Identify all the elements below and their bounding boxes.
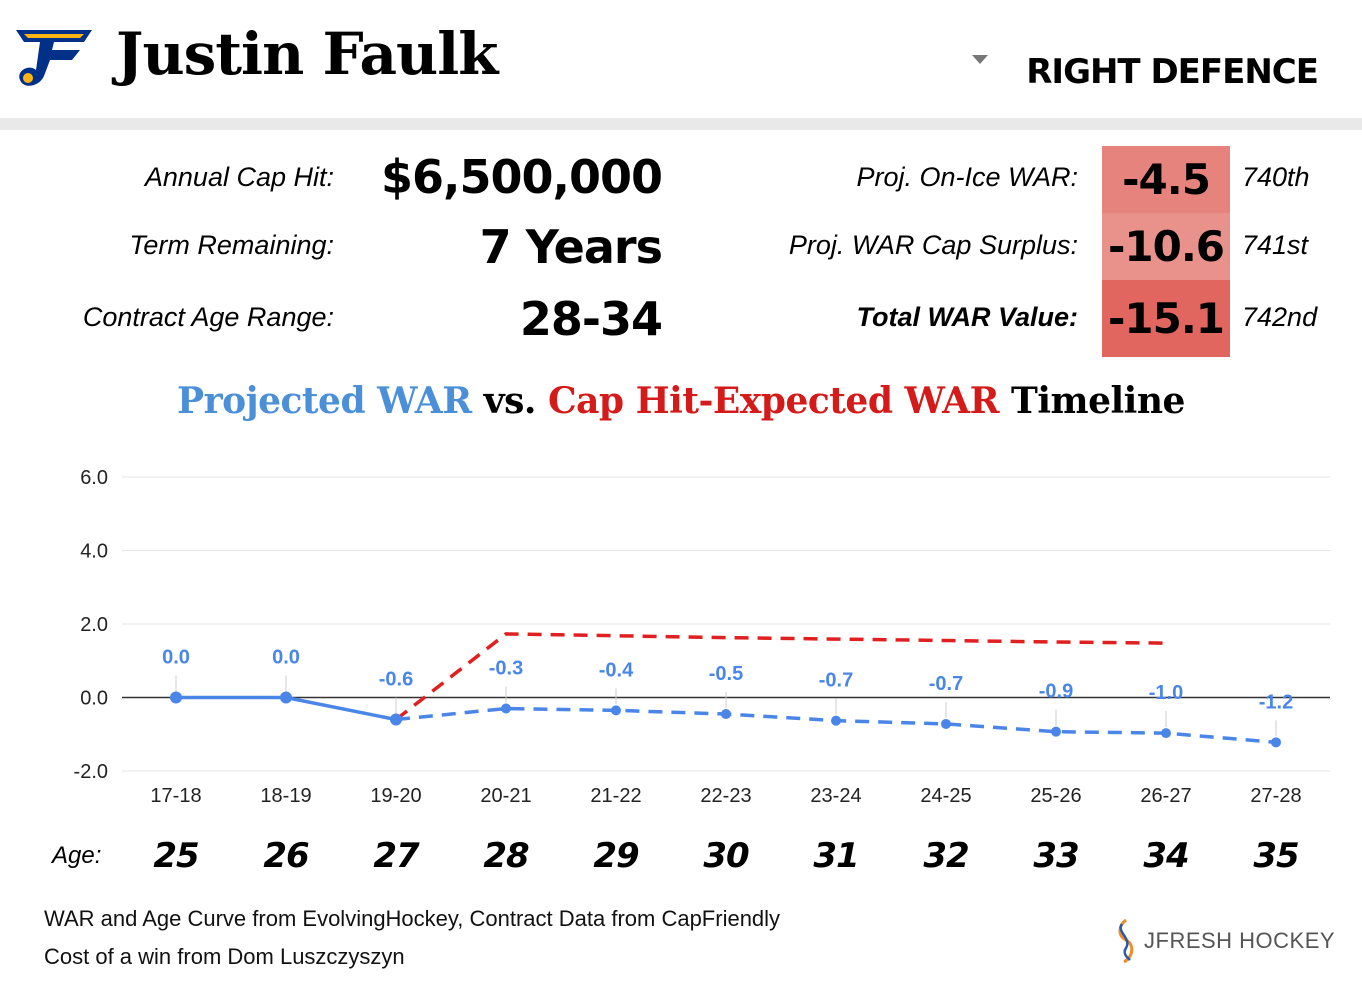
war-timeline-chart: 6.0 4.0 2.0 0.0 -2.0 17-18 18-19 19-20 20-21 21-2… <box>74 467 1330 807</box>
x-tick-label: 19-20 <box>370 785 421 807</box>
y-tick-label: 0.0 <box>80 688 108 710</box>
x-tick-label: 24-25 <box>920 785 971 807</box>
data-label: -0.9 <box>1039 681 1073 703</box>
data-label: -0.5 <box>709 663 743 685</box>
projected-war-point <box>1271 737 1281 748</box>
data-label: -0.6 <box>379 669 413 691</box>
data-label: 0.0 <box>162 647 190 669</box>
y-tick-label: -2.0 <box>74 761 108 783</box>
cap-hit-label: Annual Cap Hit: <box>144 162 334 192</box>
projected-war-point <box>390 713 402 726</box>
projected-war-point <box>1161 728 1171 739</box>
age-value: 28 <box>483 836 529 876</box>
projected-war-point <box>831 715 841 726</box>
projected-war-point <box>501 703 511 714</box>
data-label: -1.0 <box>1149 682 1183 704</box>
age-row-label: Age: <box>52 842 102 869</box>
projected-war-point <box>721 709 731 720</box>
x-tick-label: 25-26 <box>1030 785 1081 807</box>
header-divider <box>0 118 1362 130</box>
x-tick-label: 23-24 <box>810 785 861 807</box>
total-war-rank: 742nd <box>1242 302 1318 332</box>
data-label: -0.7 <box>819 670 853 692</box>
y-tick-label: 6.0 <box>80 467 108 489</box>
age-value: 31 <box>813 836 859 876</box>
chart-title-expected: Cap Hit-Expected WAR <box>547 380 1000 422</box>
age-value: 34 <box>1143 836 1189 876</box>
age-value: 30 <box>703 836 749 876</box>
age-value: 26 <box>263 836 309 876</box>
age-value: 35 <box>1253 836 1299 876</box>
data-label: -0.7 <box>929 673 963 695</box>
chart-title-timeline: Timeline <box>999 380 1185 422</box>
footer-source-line: WAR and Age Curve from EvolvingHockey, C… <box>44 906 781 931</box>
x-tick-label: 18-19 <box>260 785 311 807</box>
projected-war-point <box>1051 726 1061 737</box>
x-tick-label: 20-21 <box>480 785 531 807</box>
header: Justin Faulk RIGHT DEFENCE <box>0 0 1362 118</box>
age-value: 27 <box>373 836 419 876</box>
chart-title: Projected WAR vs. Cap Hit-Expected WAR T… <box>0 380 1362 422</box>
war-surplus-label: Proj. WAR Cap Surplus: <box>788 230 1078 260</box>
x-tick-label: 21-22 <box>590 785 641 807</box>
age-value: 33 <box>1033 836 1079 876</box>
expected-war-line <box>394 632 1167 721</box>
term-value: 7 Years <box>479 220 663 274</box>
war-surplus-value: -10.6 <box>1102 213 1230 280</box>
onice-war-rank: 740th <box>1242 162 1310 192</box>
age-value: 32 <box>923 836 969 876</box>
cap-hit-value: $6,500,000 <box>380 150 663 204</box>
x-tick-label: 26-27 <box>1140 785 1191 807</box>
total-war-value: -15.1 <box>1102 280 1230 357</box>
war-surplus-rank: 741st <box>1242 230 1309 260</box>
onice-war-value: -4.5 <box>1102 146 1230 213</box>
projected-war-point <box>170 691 182 704</box>
data-label: 0.0 <box>272 647 300 669</box>
x-tick-label: 27-28 <box>1250 785 1301 807</box>
age-range-label: Contract Age Range: <box>82 302 334 332</box>
chart-title-vs: vs. <box>471 380 548 422</box>
chart-title-projected: Projected WAR <box>177 380 472 422</box>
player-position: RIGHT DEFENCE <box>1026 52 1319 92</box>
player-name: Justin Faulk <box>116 20 498 88</box>
y-tick-label: 4.0 <box>80 541 108 563</box>
total-war-label: Total WAR Value: <box>856 302 1078 332</box>
footer-cost-line: Cost of a win from Dom Luszczyszyn <box>44 944 405 969</box>
player-select-dropdown-icon[interactable] <box>972 55 988 64</box>
y-tick-label: 2.0 <box>80 614 108 636</box>
projected-war-point <box>941 718 951 729</box>
age-value: 29 <box>593 836 639 876</box>
projected-war-point <box>280 691 292 704</box>
x-tick-label: 17-18 <box>150 785 201 807</box>
data-label: -0.3 <box>489 658 523 680</box>
brand-name: JFRESH HOCKEY <box>1144 928 1336 953</box>
x-tick-label: 22-23 <box>700 785 751 807</box>
data-label: -1.2 <box>1259 691 1293 713</box>
brand-mark-icon <box>1118 918 1134 964</box>
data-label: -0.4 <box>599 659 634 681</box>
onice-war-label: Proj. On-Ice WAR: <box>856 162 1078 192</box>
age-value: 25 <box>153 836 199 876</box>
term-label: Term Remaining: <box>129 230 334 260</box>
projected-war-point <box>611 705 621 716</box>
team-logo <box>16 30 92 86</box>
brand-logo: JFRESH HOCKEY <box>1112 918 1335 964</box>
age-range-value: 28-34 <box>519 292 663 346</box>
